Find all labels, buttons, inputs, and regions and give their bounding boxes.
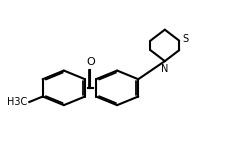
Text: H3C: H3C	[7, 97, 27, 107]
Text: S: S	[182, 34, 189, 44]
Text: N: N	[161, 64, 169, 74]
Text: O: O	[86, 57, 95, 67]
